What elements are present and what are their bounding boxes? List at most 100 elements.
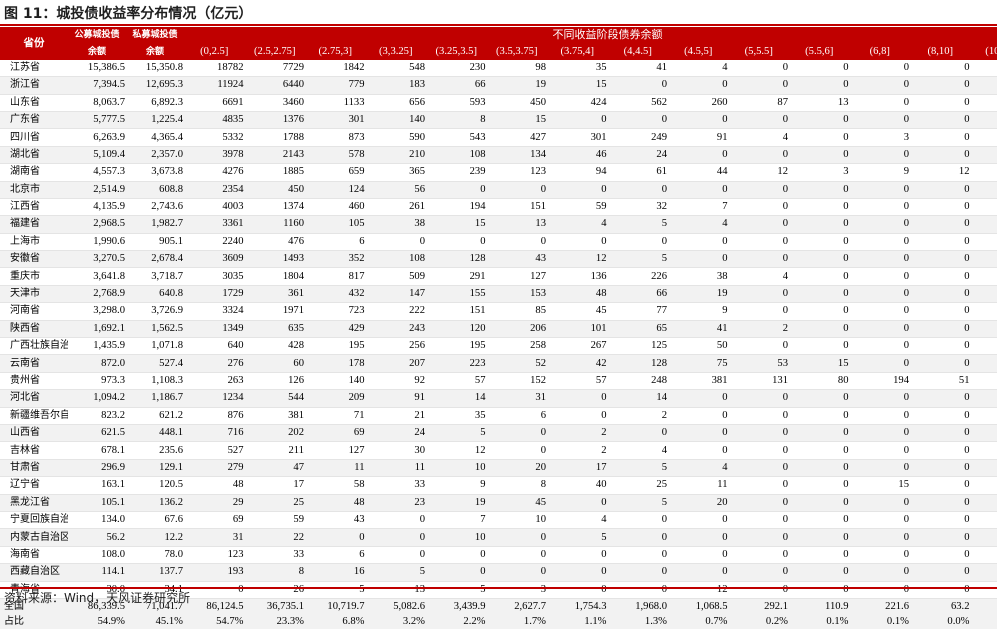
range-value-cell: 43 [305, 511, 366, 528]
range-value-cell: 4 [729, 268, 790, 285]
range-value-cell: 61 [608, 164, 669, 181]
range-value-cell: 0 [850, 459, 911, 476]
province-cell: 云南省 [0, 355, 68, 372]
public-amount-cell: 5,777.5 [68, 111, 126, 128]
range-value-cell: 0 [910, 111, 971, 128]
private-amount-cell: 120.5 [126, 477, 184, 494]
range-value-cell: 0 [910, 529, 971, 546]
range-value-cell: 0 [971, 181, 997, 198]
range-value-cell: 0 [668, 564, 729, 581]
range-value-cell: 3,439.9 [426, 598, 487, 614]
range-value-cell: 25 [245, 494, 306, 511]
private-amount-cell: 905.1 [126, 233, 184, 250]
range-value-cell: 230 [426, 60, 487, 77]
range-value-cell: 0 [729, 564, 790, 581]
range-value-cell: 0 [729, 111, 790, 128]
range-value-cell: 128 [608, 355, 669, 372]
range-value-cell: 0 [850, 251, 911, 268]
range-value-cell: 0 [910, 546, 971, 563]
range-value-cell: 1.1% [547, 614, 608, 629]
private-amount-cell: 45.1% [126, 614, 184, 629]
range-value-cell: 0 [910, 407, 971, 424]
range-value-cell: 12 [910, 164, 971, 181]
range-value-cell: 0 [729, 581, 790, 598]
range-value-cell: 136 [547, 268, 608, 285]
range-value-cell: 194 [426, 198, 487, 215]
range-header: (5.5,6] [789, 43, 850, 59]
range-value-cell: 1,754.3 [547, 598, 608, 614]
range-value-cell: 0 [426, 546, 487, 563]
range-value-cell: 1,968.0 [608, 598, 669, 614]
range-value-cell: 57 [547, 372, 608, 389]
range-value-cell: 0 [426, 181, 487, 198]
range-value-cell: 29 [184, 494, 245, 511]
range-value-cell: 85 [487, 303, 548, 320]
range-value-cell: 0 [789, 459, 850, 476]
province-cell: 占比 [0, 614, 68, 629]
range-value-cell: 195 [426, 338, 487, 355]
range-value-cell: 18782 [184, 60, 245, 77]
range-value-cell: 8 [245, 564, 306, 581]
range-value-cell: 0 [668, 546, 729, 563]
range-value-cell: 0 [850, 355, 911, 372]
province-cell: 贵州省 [0, 372, 68, 389]
public-amount-cell: 1,094.2 [68, 390, 126, 407]
range-value-cell: 3 [789, 164, 850, 181]
range-value-cell: 0 [910, 77, 971, 94]
range-value-cell: 450 [245, 181, 306, 198]
private-amount-header: 余额 [126, 43, 184, 59]
range-value-cell: 0 [729, 146, 790, 163]
range-value-cell: 0 [547, 581, 608, 598]
range-value-cell: 3460 [245, 94, 306, 111]
range-value-cell: 0 [850, 303, 911, 320]
range-value-cell: 0 [789, 407, 850, 424]
public-amount-cell: 114.1 [68, 564, 126, 581]
range-value-cell: 15 [426, 216, 487, 233]
range-value-cell: 873 [305, 129, 366, 146]
range-value-cell: 11924 [184, 77, 245, 94]
range-value-cell: 86,124.5 [184, 598, 245, 614]
range-value-cell: 0 [547, 546, 608, 563]
range-value-cell: 0 [789, 303, 850, 320]
range-value-cell: 381 [245, 407, 306, 424]
range-value-cell: 0 [850, 581, 911, 598]
range-value-cell: 6691 [184, 94, 245, 111]
range-value-cell: 249 [608, 129, 669, 146]
range-value-cell: 92 [366, 372, 427, 389]
range-value-cell: 0 [608, 181, 669, 198]
private-amount-cell: 2,357.0 [126, 146, 184, 163]
range-value-cell: 0 [729, 251, 790, 268]
range-value-cell: 0 [487, 546, 548, 563]
range-value-cell: 261 [366, 198, 427, 215]
private-amount-cell: 6,892.3 [126, 94, 184, 111]
range-value-cell: 4 [668, 459, 729, 476]
private-amount-cell: 448.1 [126, 424, 184, 441]
range-value-cell: 0 [668, 146, 729, 163]
province-cell: 河南省 [0, 303, 68, 320]
range-value-cell: 0 [910, 390, 971, 407]
range-value-cell: 6 [305, 233, 366, 250]
private-amount-cell: 4,365.4 [126, 129, 184, 146]
range-value-cell: 0 [608, 424, 669, 441]
range-value-cell: 0 [789, 546, 850, 563]
header-row-2: 余额 余额 (0,2.5](2.5,2.75](2.75,3](3,3.25](… [0, 43, 997, 59]
province-cell: 安徽省 [0, 251, 68, 268]
range-value-cell: 1885 [245, 164, 306, 181]
range-value-cell: 19 [426, 494, 487, 511]
range-value-cell: 48 [547, 285, 608, 302]
private-amount-cell: 67.6 [126, 511, 184, 528]
range-value-cell: 0 [789, 581, 850, 598]
range-value-cell: 0 [971, 111, 997, 128]
range-value-cell: 123 [487, 164, 548, 181]
range-value-cell: 0 [971, 546, 997, 563]
range-value-cell: 0 [547, 111, 608, 128]
